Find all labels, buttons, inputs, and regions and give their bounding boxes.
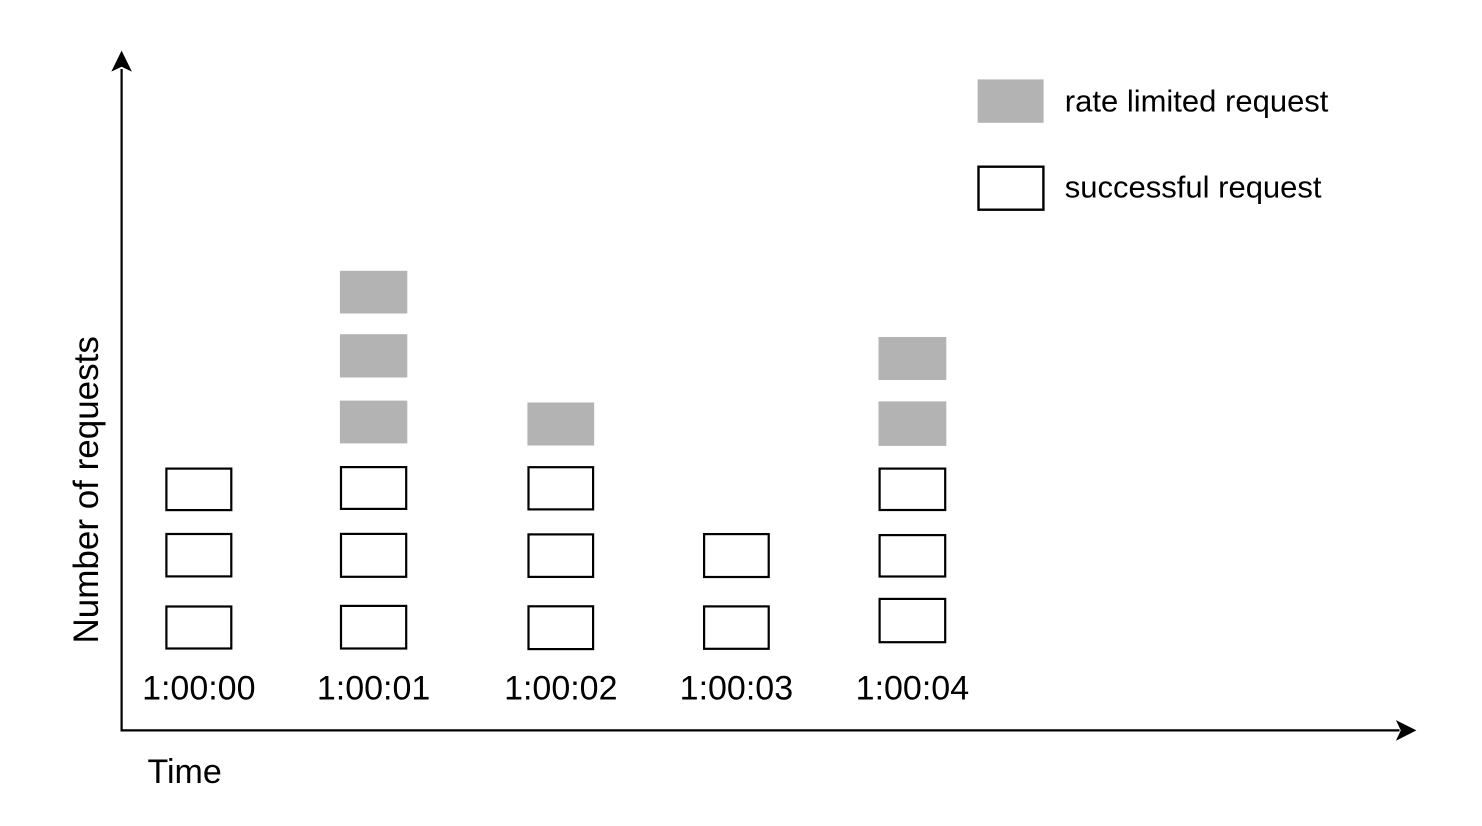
svg-text:rate limited request: rate limited request: [1065, 84, 1329, 119]
svg-text:successful request: successful request: [1065, 169, 1322, 204]
svg-text:1:00:01: 1:00:01: [317, 669, 430, 707]
svg-text:1:00:00: 1:00:00: [142, 669, 255, 707]
svg-text:Number of requests: Number of requests: [67, 336, 106, 643]
svg-text:1:00:03: 1:00:03: [680, 669, 793, 707]
svg-text:Time: Time: [148, 753, 222, 791]
svg-text:1:00:04: 1:00:04: [856, 669, 969, 707]
svg-text:1:00:02: 1:00:02: [504, 669, 617, 707]
